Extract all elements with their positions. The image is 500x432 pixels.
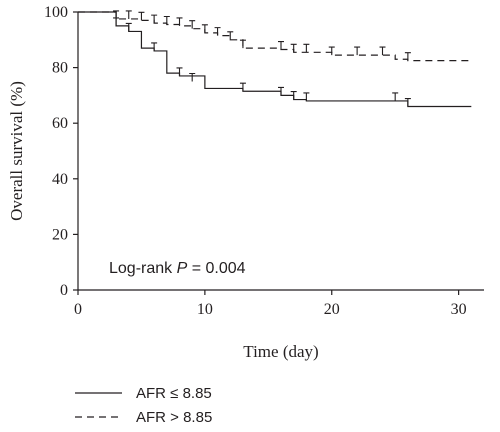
censor-mark	[227, 31, 234, 40]
x-tick-label: 0	[74, 301, 82, 318]
x-tick-label: 30	[451, 301, 467, 318]
censor-mark	[404, 52, 411, 61]
censor-mark	[125, 22, 132, 32]
series-0-line	[78, 11, 472, 108]
censor-mark	[379, 46, 386, 56]
annotation-p: P	[177, 260, 188, 277]
censor-mark	[239, 82, 246, 92]
axes	[77, 12, 484, 291]
x-tick-label: 20	[324, 301, 340, 318]
y-tick-label: 100	[44, 4, 68, 21]
series-layer	[78, 10, 472, 108]
censor-mark	[163, 15, 170, 25]
censor-mark	[328, 46, 335, 56]
censor-mark	[151, 14, 158, 24]
series-1-line	[78, 11, 472, 62]
legend-label-afr-gt: AFR > 8.85	[136, 409, 212, 426]
censor-mark	[176, 17, 183, 26]
y-tick-label: 80	[52, 60, 68, 77]
y-axis-label: Overall survival (%)	[7, 81, 26, 221]
y-tick-label: 0	[60, 282, 68, 299]
censor-mark	[113, 17, 120, 26]
y-tick-label: 60	[52, 115, 68, 132]
annotation-suffix: = 0.004	[187, 260, 245, 277]
censor-mark	[303, 43, 310, 53]
censor-mark	[392, 92, 399, 101]
x-axis-label: Time (day)	[243, 342, 318, 361]
censor-mark	[138, 11, 145, 21]
censor-mark	[290, 43, 297, 53]
censor-mark	[290, 91, 297, 100]
censor-mark	[303, 92, 310, 101]
censor-mark	[278, 40, 284, 50]
log-rank-annotation: Log-rank P = 0.004	[109, 260, 246, 277]
x-tick-label: 10	[197, 301, 213, 318]
censor-mark	[354, 46, 361, 56]
censor-mark	[125, 10, 132, 19]
ticks: 0 20 40 60 80 100 0 10 20 30	[44, 4, 467, 318]
annotation-prefix: Log-rank	[109, 260, 177, 277]
censor-mark	[189, 72, 196, 82]
censor-mark	[189, 20, 196, 29]
censor-mark	[201, 24, 208, 33]
censor-mark	[214, 27, 221, 36]
y-tick-label: 40	[52, 171, 68, 188]
y-tick-label: 20	[52, 226, 68, 243]
censor-mark	[113, 10, 120, 19]
censor-mark	[239, 39, 246, 49]
legend: AFR ≤ 8.85 AFR > 8.85	[75, 385, 212, 426]
censor-mark	[278, 86, 284, 96]
censor-mark	[176, 67, 183, 76]
legend-label-afr-le: AFR ≤ 8.85	[136, 385, 212, 402]
censor-mark	[404, 97, 411, 107]
censor-mark	[151, 42, 158, 51]
